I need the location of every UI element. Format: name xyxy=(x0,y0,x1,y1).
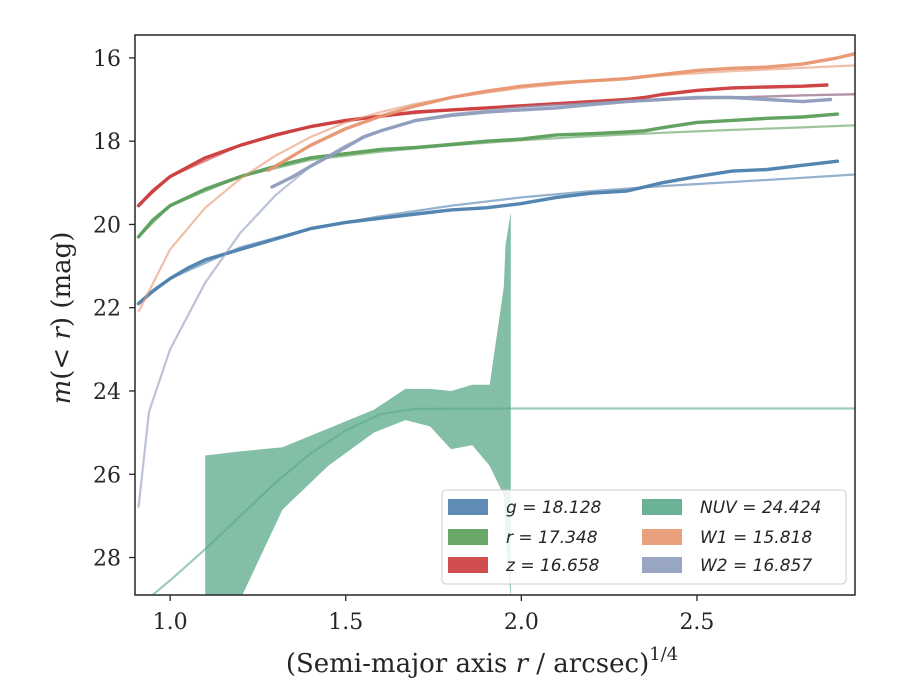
series-r-line xyxy=(136,112,840,239)
plot-area xyxy=(136,52,855,595)
plot-frame xyxy=(134,34,856,596)
x-tick-label: 2.0 xyxy=(504,610,539,635)
series-g-model-line xyxy=(137,173,855,305)
y-tick-label: 28 xyxy=(93,547,121,572)
y-axis-label: m(< r) (mag) xyxy=(47,232,77,405)
y-tick-label: 26 xyxy=(93,463,121,488)
y-axis: 16 18 20 22 24 26 28 xyxy=(93,47,135,572)
y-tick-label: 20 xyxy=(93,213,121,238)
y-tick-label: 24 xyxy=(93,380,121,405)
series-w2-line xyxy=(270,95,833,189)
y-tick-label: 18 xyxy=(93,130,121,155)
series-nuv-model-line xyxy=(151,407,855,595)
legend: g = 18.128 r = 17.348 z = 16.658 NUV = 24.4… xyxy=(441,489,847,585)
y-tick-label: 22 xyxy=(93,297,121,322)
x-tick-label: 2.5 xyxy=(679,610,714,635)
legend-label-w1: W1 = 15.818 xyxy=(700,528,812,548)
series-g-line xyxy=(136,159,840,306)
legend-swatch-r xyxy=(448,529,488,545)
legend-swatch-z xyxy=(448,557,488,573)
legend-label-w2: W2 = 16.857 xyxy=(700,556,812,576)
legend-swatch-w1 xyxy=(642,529,682,545)
y-tick-label: 16 xyxy=(93,47,121,72)
legend-label-g: g = 18.128 xyxy=(506,498,602,518)
legend-swatch-nuv xyxy=(642,499,682,515)
legend-swatch-g xyxy=(448,499,488,515)
series-w1-line xyxy=(266,52,855,173)
x-axis: 1.0 1.5 2.0 2.5 xyxy=(153,595,714,635)
x-tick-label: 1.5 xyxy=(328,610,363,635)
x-tick-label: 1.0 xyxy=(153,610,188,635)
series-w1-model-line xyxy=(137,64,855,313)
legend-label-nuv: NUV = 24.424 xyxy=(700,498,821,518)
legend-swatch-w2 xyxy=(642,557,682,573)
legend-label-r: r = 17.348 xyxy=(506,528,598,548)
x-axis-label: (Semi-major axis r / arcsec)1/4 xyxy=(286,644,678,679)
series-nuv-band xyxy=(205,212,511,595)
series-z-line xyxy=(136,83,829,208)
legend-label-z: z = 16.658 xyxy=(505,556,600,576)
